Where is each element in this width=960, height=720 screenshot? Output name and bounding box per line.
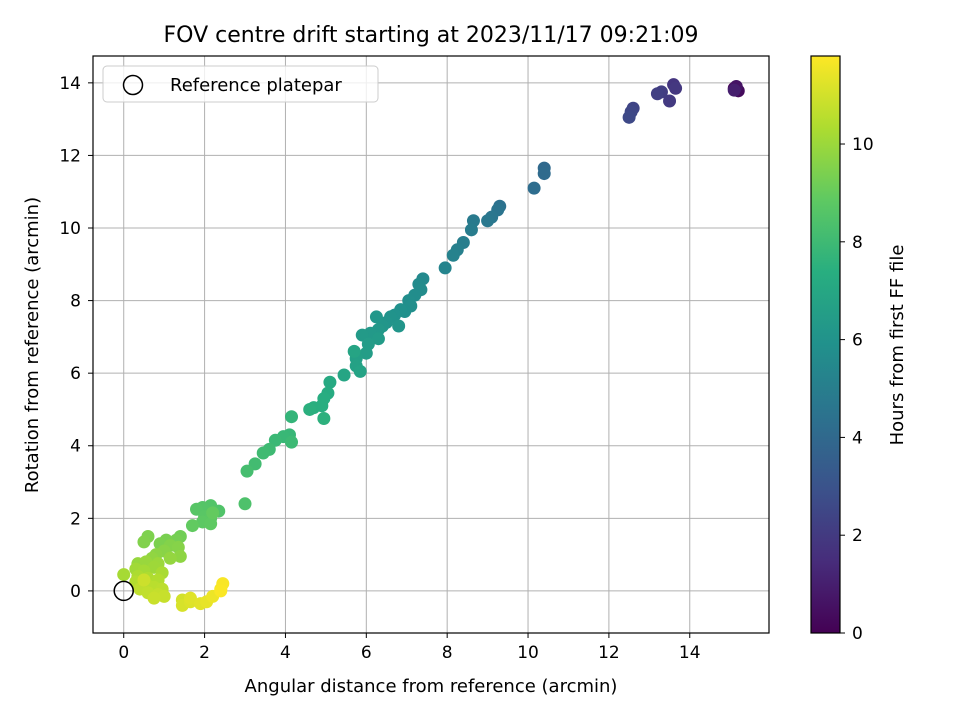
x-tick-label: 14 — [679, 643, 701, 663]
scatter-point — [240, 464, 254, 478]
legend-marker-icon — [122, 74, 144, 96]
reference-marker-layer — [113, 580, 134, 602]
scatter-point — [337, 368, 351, 382]
scatter-point — [527, 181, 541, 195]
scatter-point — [537, 167, 551, 181]
y-axis-ticks: 0 2 4 6 8 10 12 14 — [59, 74, 93, 602]
scatter-point — [137, 535, 151, 549]
x-tick-label: 10 — [517, 643, 539, 663]
scatter-point — [163, 551, 177, 565]
scatter-point — [650, 87, 664, 101]
colorbar-tick-label: 6 — [852, 331, 863, 351]
scatter-point — [347, 344, 361, 358]
y-tick-label: 14 — [59, 74, 81, 94]
x-axis-ticks: 0 2 4 6 8 10 12 14 — [118, 633, 701, 663]
scatter-point — [464, 223, 478, 237]
scatter-point — [117, 568, 131, 582]
y-tick-label: 10 — [59, 219, 81, 239]
y-tick-label: 2 — [70, 509, 81, 529]
y-tick-label: 8 — [70, 292, 81, 312]
y-axis-label: Rotation from reference (arcmin) — [22, 197, 43, 493]
colorbar-tick-label: 2 — [852, 526, 863, 546]
colorbar-tick-label: 10 — [852, 135, 874, 155]
scatter-point — [204, 517, 218, 531]
colorbar-label: Hours from first FF file — [887, 245, 908, 446]
reference-platepar-marker — [113, 580, 134, 602]
colorbar-tick-label: 8 — [852, 233, 863, 253]
x-tick-label: 4 — [280, 643, 291, 663]
scatter-point — [622, 110, 636, 124]
chart-title: FOV centre drift starting at 2023/11/17 … — [164, 23, 699, 48]
colorbar-tick-label: 4 — [852, 428, 863, 448]
scatter-point — [206, 506, 220, 520]
scatter-point — [183, 591, 197, 605]
legend: Reference platepar — [102, 65, 379, 103]
colorbar-tick-label: 0 — [852, 624, 863, 644]
legend-label: Reference platepar — [170, 75, 342, 96]
scatter-point — [371, 332, 385, 346]
scatter-point — [481, 214, 495, 228]
scatter-points — [117, 78, 745, 612]
scatter-point — [369, 310, 383, 324]
x-tick-label: 2 — [199, 643, 210, 663]
scatter-point — [157, 589, 171, 603]
scatter-point — [359, 346, 373, 360]
grid-lines — [93, 56, 769, 633]
colorbar: 0 2 4 6 8 10 Hours from first FF file — [810, 55, 908, 644]
plot-frame — [92, 55, 770, 634]
y-tick-label: 4 — [70, 437, 81, 457]
scatter-point — [353, 364, 367, 378]
scatter-point — [663, 94, 677, 108]
y-tick-label: 6 — [70, 364, 81, 384]
scatter-point — [727, 83, 741, 97]
y-tick-label: 12 — [59, 146, 81, 166]
scatter-point — [323, 375, 337, 389]
scatter-point — [185, 519, 199, 533]
scatter-point — [317, 412, 331, 426]
scatter-point — [392, 319, 406, 333]
scatter-point — [438, 261, 452, 275]
scatter-point — [238, 497, 252, 511]
x-tick-label: 6 — [361, 643, 372, 663]
scatter-point — [256, 446, 270, 460]
y-tick-label: 0 — [70, 582, 81, 602]
plot-area — [93, 56, 769, 633]
x-tick-label: 8 — [442, 643, 453, 663]
x-axis-label: Angular distance from reference (arcmin) — [245, 676, 618, 697]
colorbar-ticks: 0 2 4 6 8 10 — [840, 135, 874, 644]
scatter-point — [214, 584, 228, 598]
x-tick-label: 12 — [598, 643, 620, 663]
colorbar-gradient — [810, 55, 841, 634]
scatter-point — [446, 248, 460, 262]
x-tick-label: 0 — [118, 643, 129, 663]
scatter-point — [303, 402, 317, 416]
scatter-point — [285, 410, 299, 424]
scatter-point — [173, 549, 187, 563]
legend-box — [102, 65, 379, 103]
scatter-point — [137, 573, 151, 587]
scatter-point — [669, 81, 683, 95]
scatter-point — [147, 591, 161, 605]
scatter-point — [285, 435, 299, 449]
